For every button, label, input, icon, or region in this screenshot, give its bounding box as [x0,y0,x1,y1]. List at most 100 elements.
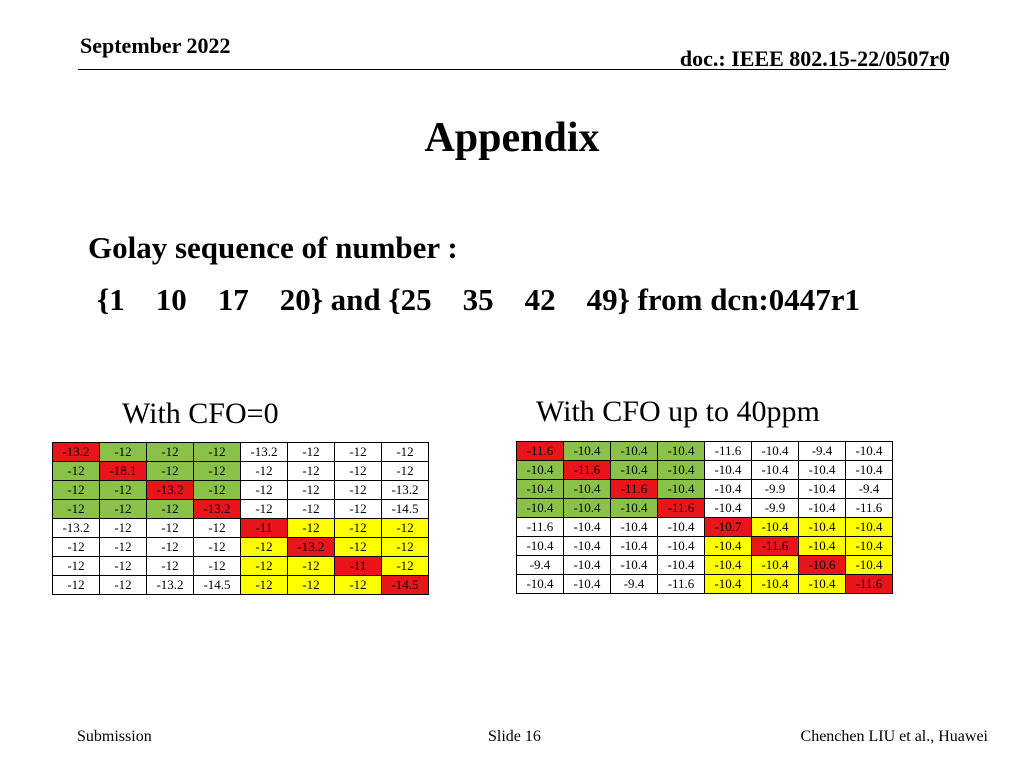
table-row: -11.6 -10.4 -10.4 -10.4 -11.6 -10.4 -9.4 -10.4 [516,441,893,461]
table-cell: -12 [334,442,382,462]
table-cell: -12 [99,556,147,576]
table-row: -13.2 -12 -12 -12 -13.2 -12 -12 -12 [52,442,429,462]
table-cell: -12 [381,556,429,576]
table-cell: -10.4 [751,574,799,594]
table-row: -13.2 -12 -12 -12 -11 -12 -12 -12 [52,518,429,538]
cfo-0-table: -13.2 -12 -12 -12 -13.2 -12 -12 -12 -12 -18.1 -12-… [52,442,429,595]
table-cell: -10.4 [704,536,752,556]
table-cell: -10.4 [610,555,658,575]
table-cell: -12 [146,499,194,519]
table-cell: -12 [381,442,429,462]
table-cell: -10.4 [563,574,611,594]
table-cell: -12 [240,575,288,595]
header-date: September 2022 [80,33,231,58]
table-row: -12 -18.1 -12 -12 -12 -12 -12 -12 [52,461,429,481]
table-cell: -12 [193,442,241,462]
table-cell: -10.4 [657,517,705,537]
table-cell: -9.9 [751,498,799,518]
footer-submission: Submission [77,728,152,745]
table-cell: -11 [334,556,382,576]
table-cell: -10.4 [516,574,564,594]
table-cell: -12 [334,518,382,538]
table-cell: -12 [287,480,335,500]
table-cell: -12 [334,499,382,519]
table-cell: -12 [334,537,382,557]
table-cell: -10.4 [751,555,799,575]
table-cell: -9.4 [798,441,846,461]
table-cell: -12 [193,461,241,481]
slide-title: Appendix [424,115,600,161]
table-cell: -10.4 [798,498,846,518]
table-cell: -12 [193,518,241,538]
table-row: -10.4 -11.6 -10.4 -10.4 -10.4 -10.4 -10.4 -10.4 [516,460,893,480]
table-cell: -12 [99,537,147,557]
table-cell: -14.5 [381,575,429,595]
table-cell: -10.4 [610,517,658,537]
table-cell: -12 [240,537,288,557]
table-row: -10.4 -10.4 -11.6 -10.4 -10.4 -9.9 -10.4 -9.4 [516,479,893,499]
table-cell: -12 [146,537,194,557]
cfo-40ppm-table: -11.6 -10.4 -10.4 -10.4 -11.6 -10.4 -9.4 -10.4-… [516,441,893,594]
table-row: -12 -12 -13.2 -12 -12 -12 -12 -13.2 [52,480,429,500]
table-cell: -12 [146,556,194,576]
table-cell: -12 [52,575,100,595]
table-row: -12 -12 -13.2 -14.5 -12 -12 -12 -14.5 [52,575,429,595]
table-cell: -10.4 [516,536,564,556]
table-cell: -12 [52,537,100,557]
table-cell: -18.1 [99,461,147,481]
table-cell: -10.4 [798,479,846,499]
table-row: -10.4 -10.4 -9.4 -11.6 -10.4 -10.4 -10.4 -11.6 [516,574,893,594]
table-cell: -10.4 [751,460,799,480]
table-cell: -10.4 [610,441,658,461]
table-cell: -12 [99,575,147,595]
table-cell: -10.4 [845,536,893,556]
table-cell: -10.4 [845,460,893,480]
table-cell: -10.4 [563,441,611,461]
table-cell: -9.9 [751,479,799,499]
table-cell: -10.4 [845,441,893,461]
table-cell: -12 [240,556,288,576]
table-cell: -10.4 [798,536,846,556]
table-cell: -14.5 [381,499,429,519]
table-cell: -12 [52,499,100,519]
table-cell: -10.4 [704,460,752,480]
table-cell: -10.4 [704,574,752,594]
table-cell: -11.6 [516,517,564,537]
table-cell: -9.4 [610,574,658,594]
table-cell: -12 [287,442,335,462]
table-cell: -13.2 [52,518,100,538]
table-cell: -10.4 [704,498,752,518]
table-cell: -10.4 [610,498,658,518]
table-cell: -10.4 [610,460,658,480]
table-cell: -10.4 [657,460,705,480]
table-cell: -11.6 [563,460,611,480]
table-cell: -11.6 [516,441,564,461]
table-cell: -12 [287,556,335,576]
table-cell: -11.6 [704,441,752,461]
table-cell: -12 [52,556,100,576]
table-row: -12 -12 -12 -12 -12 -12 -11 -12 [52,556,429,576]
table-cell: -12 [99,499,147,519]
table-cell: -12 [99,518,147,538]
table-cell: -10.4 [798,574,846,594]
table-row: -10.4 -10.4 -10.4 -10.4 -10.4 -11.6 -10.4 -10.4 [516,536,893,556]
table-cell: -11.6 [845,574,893,594]
table-cell: -12 [287,518,335,538]
table-cell: -10.4 [516,498,564,518]
table-cell: -10.4 [657,479,705,499]
table-cell: -10.4 [704,555,752,575]
table-cell: -11.6 [657,498,705,518]
table-cell: -10.4 [516,479,564,499]
table-cell: -11.6 [845,498,893,518]
table-cell: -10.4 [563,517,611,537]
table-cell: -10.4 [563,555,611,575]
table-cell: -10.4 [845,555,893,575]
table-cell: -12 [240,480,288,500]
table-cell: -12 [287,461,335,481]
table-cell: -10.4 [657,555,705,575]
table-cell: -10.4 [657,441,705,461]
header-divider [78,69,946,70]
table-cell: -12 [381,518,429,538]
table-row: -11.6 -10.4 -10.4 -10.4 -10.7 -10.4 -10.4 -10.4 [516,517,893,537]
table-cell: -12 [334,461,382,481]
